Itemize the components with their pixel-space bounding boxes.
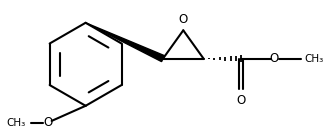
Text: O: O	[270, 52, 279, 65]
Text: CH₃: CH₃	[305, 54, 324, 64]
Text: O: O	[43, 116, 52, 129]
Text: CH₃: CH₃	[6, 118, 25, 128]
Polygon shape	[86, 23, 164, 62]
Text: O: O	[179, 13, 188, 26]
Text: O: O	[237, 95, 246, 107]
